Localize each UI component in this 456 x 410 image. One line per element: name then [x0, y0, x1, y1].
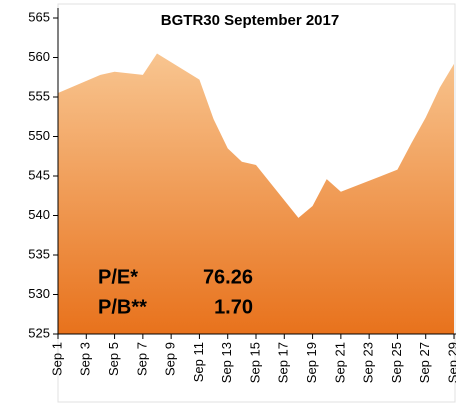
- x-tick-label: Sep 5: [106, 342, 121, 376]
- x-tick-label: Sep 3: [78, 342, 93, 376]
- y-tick-label: 555: [28, 88, 50, 103]
- x-tick-label: Sep 7: [134, 342, 149, 376]
- x-tick-label: Sep 13: [219, 342, 234, 383]
- y-tick-label: 565: [28, 9, 50, 24]
- y-tick-label: 530: [28, 286, 50, 301]
- y-tick-label: 525: [28, 325, 50, 340]
- x-tick-label: Sep 15: [247, 342, 262, 383]
- y-tick-label: 535: [28, 246, 50, 261]
- y-tick-label: 560: [28, 49, 50, 64]
- x-tick-label: Sep 21: [332, 342, 347, 383]
- x-tick-label: Sep 23: [361, 342, 376, 383]
- x-tick-label: Sep 17: [276, 342, 291, 383]
- x-tick-label: Sep 11: [191, 342, 206, 382]
- y-tick-label: 545: [28, 167, 50, 182]
- x-tick-label: Sep 9: [163, 342, 178, 376]
- x-tick-label: Sep 25: [389, 342, 404, 383]
- chart-title: BGTR30 September 2017: [161, 12, 339, 29]
- y-tick-label: 540: [28, 207, 50, 222]
- area: [58, 53, 454, 335]
- x-tick-label: Sep 27: [417, 342, 432, 383]
- annotation-label: P/B**: [98, 296, 147, 318]
- x-tick-label: Sep 19: [304, 342, 319, 383]
- y-tick-label: 550: [28, 128, 50, 143]
- annotation-value: 1.70: [214, 296, 253, 318]
- annotation-value: 76.26: [203, 266, 253, 288]
- annotation-label: P/E*: [98, 266, 138, 288]
- x-tick-label: Sep 29: [445, 342, 456, 383]
- x-tick-label: Sep 1: [49, 342, 64, 376]
